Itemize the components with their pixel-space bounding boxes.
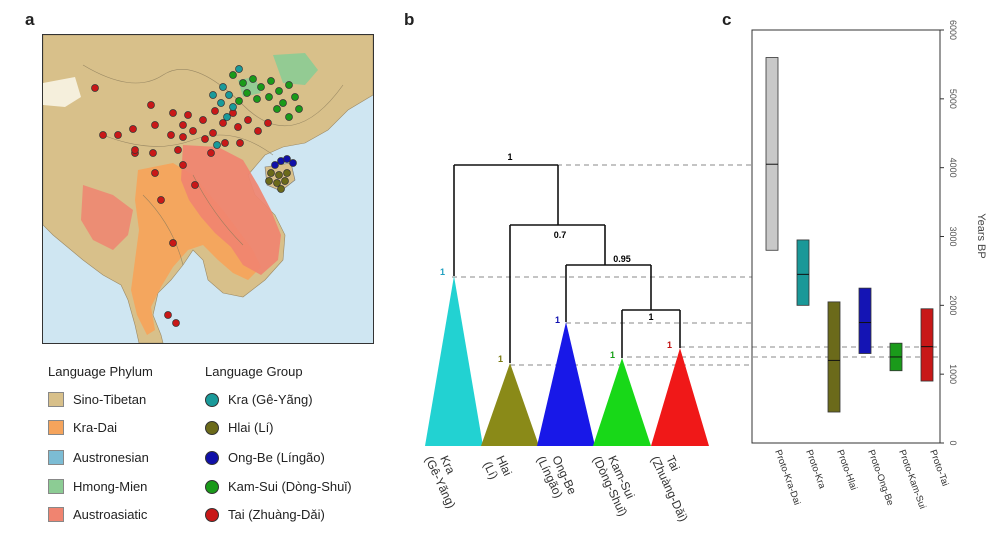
age-range-bar [827, 301, 841, 413]
group-item: Kam-Sui (Dòng-Shuǐ) [205, 479, 352, 494]
map-graphic [43, 35, 373, 343]
land-kra-dai [131, 163, 261, 335]
phylum-swatch [48, 479, 64, 494]
category-label: Proto-Kam-Sui [896, 448, 928, 510]
clade-alt-hlai: (Lí) [481, 459, 501, 481]
phylum-label: Austroasiatic [73, 507, 148, 522]
group-label: Hlai (Lí) [228, 420, 274, 435]
category-label: Proto-Kra [803, 448, 827, 491]
clade-hlai-triangle [481, 363, 539, 446]
clade-tai-triangle [651, 348, 709, 446]
group-dot [205, 450, 219, 465]
group-dot [205, 479, 219, 494]
y-tick-label: 3000 [948, 226, 958, 246]
y-tick-label: 0 [948, 440, 958, 445]
group-dot [205, 507, 219, 522]
group-item: Kra (Gê-Yãng) [205, 392, 313, 407]
phylum-label: Hmong-Mien [73, 479, 148, 494]
y-tick-label: 5000 [948, 89, 958, 109]
y-tick-label: 6000 [948, 20, 958, 40]
ong-be-dots [271, 155, 297, 169]
phylum-legend-title: Language Phylum [48, 364, 153, 379]
phylum-item: Austronesian [48, 450, 149, 465]
language-map [42, 34, 374, 344]
group-label: Tai (Zhuàng-Dǎi) [228, 507, 325, 522]
panel-label-a: a [25, 10, 35, 29]
group-item: Tai (Zhuàng-Dǎi) [205, 507, 325, 522]
category-label: Proto-Kra-Dai [772, 448, 802, 506]
land-hmong-mien [273, 53, 318, 85]
clade-support: 1 [498, 354, 503, 364]
land-austronesian [43, 77, 81, 107]
node-support: 0.7 [554, 230, 567, 240]
group-item: Ong-Be (Língão) [205, 450, 325, 465]
kam-sui-dots [229, 71, 303, 121]
phylum-swatch [48, 507, 64, 522]
panel-label-c: c [722, 10, 732, 29]
node-support: 1 [648, 312, 653, 322]
category-label: Proto-Ong-Be [865, 448, 895, 507]
group-dot [205, 392, 219, 407]
group-label: Kra (Gê-Yãng) [228, 392, 313, 407]
category-label: Proto-Hlai [834, 448, 859, 491]
phylum-swatch [48, 450, 64, 465]
age-range-bar [796, 239, 810, 306]
phylum-swatch [48, 392, 64, 407]
y-tick-label: 1000 [948, 364, 958, 384]
hlai-dots [265, 169, 291, 193]
age-range-bar [858, 287, 872, 354]
phylum-item: Hmong-Mien [48, 479, 147, 494]
clade-support: 1 [555, 315, 560, 325]
panel-label-b: b [404, 10, 415, 29]
category-label: Proto-Tai [927, 448, 950, 487]
tree-branches [453, 164, 681, 363]
kra-dots [209, 65, 243, 149]
clade-support: 1 [610, 350, 615, 360]
clade-kra-triangle [425, 276, 483, 446]
chart-frame [751, 29, 941, 444]
group-label: Kam-Sui (Dòng-Shuǐ) [228, 479, 352, 494]
age-range-bar [765, 57, 779, 251]
group-dot [205, 420, 219, 435]
phylum-swatch [48, 420, 64, 435]
clade-name-tai: Tai [663, 453, 682, 473]
phylum-label: Kra-Dai [73, 420, 118, 435]
age-range-bar [920, 308, 934, 382]
clade-kam-sui-triangle [593, 358, 651, 446]
y-axis-label: Years BP [975, 213, 987, 258]
clade-ong-be-triangle [537, 322, 595, 446]
group-label: Ong-Be (Língão) [228, 450, 325, 465]
phylum-label: Austronesian [73, 450, 149, 465]
tai-dots [91, 84, 272, 327]
clade-support: 1 [440, 267, 445, 277]
node-support: 0.95 [613, 254, 631, 264]
group-legend-title: Language Group [205, 364, 303, 379]
phylum-label: Sino-Tibetan [73, 392, 147, 407]
group-item: Hlai (Lí) [205, 420, 274, 435]
clade-support: 1 [667, 340, 672, 350]
land-austroasiatic [181, 145, 281, 275]
node-support-root: 1 [507, 152, 512, 162]
phylum-item: Austroasiatic [48, 507, 147, 522]
phylum-item: Kra-Dai [48, 420, 117, 435]
phylum-item: Sino-Tibetan [48, 392, 146, 407]
y-tick-label: 4000 [948, 158, 958, 178]
clade-triangles [425, 276, 709, 446]
y-tick-label: 2000 [948, 295, 958, 315]
